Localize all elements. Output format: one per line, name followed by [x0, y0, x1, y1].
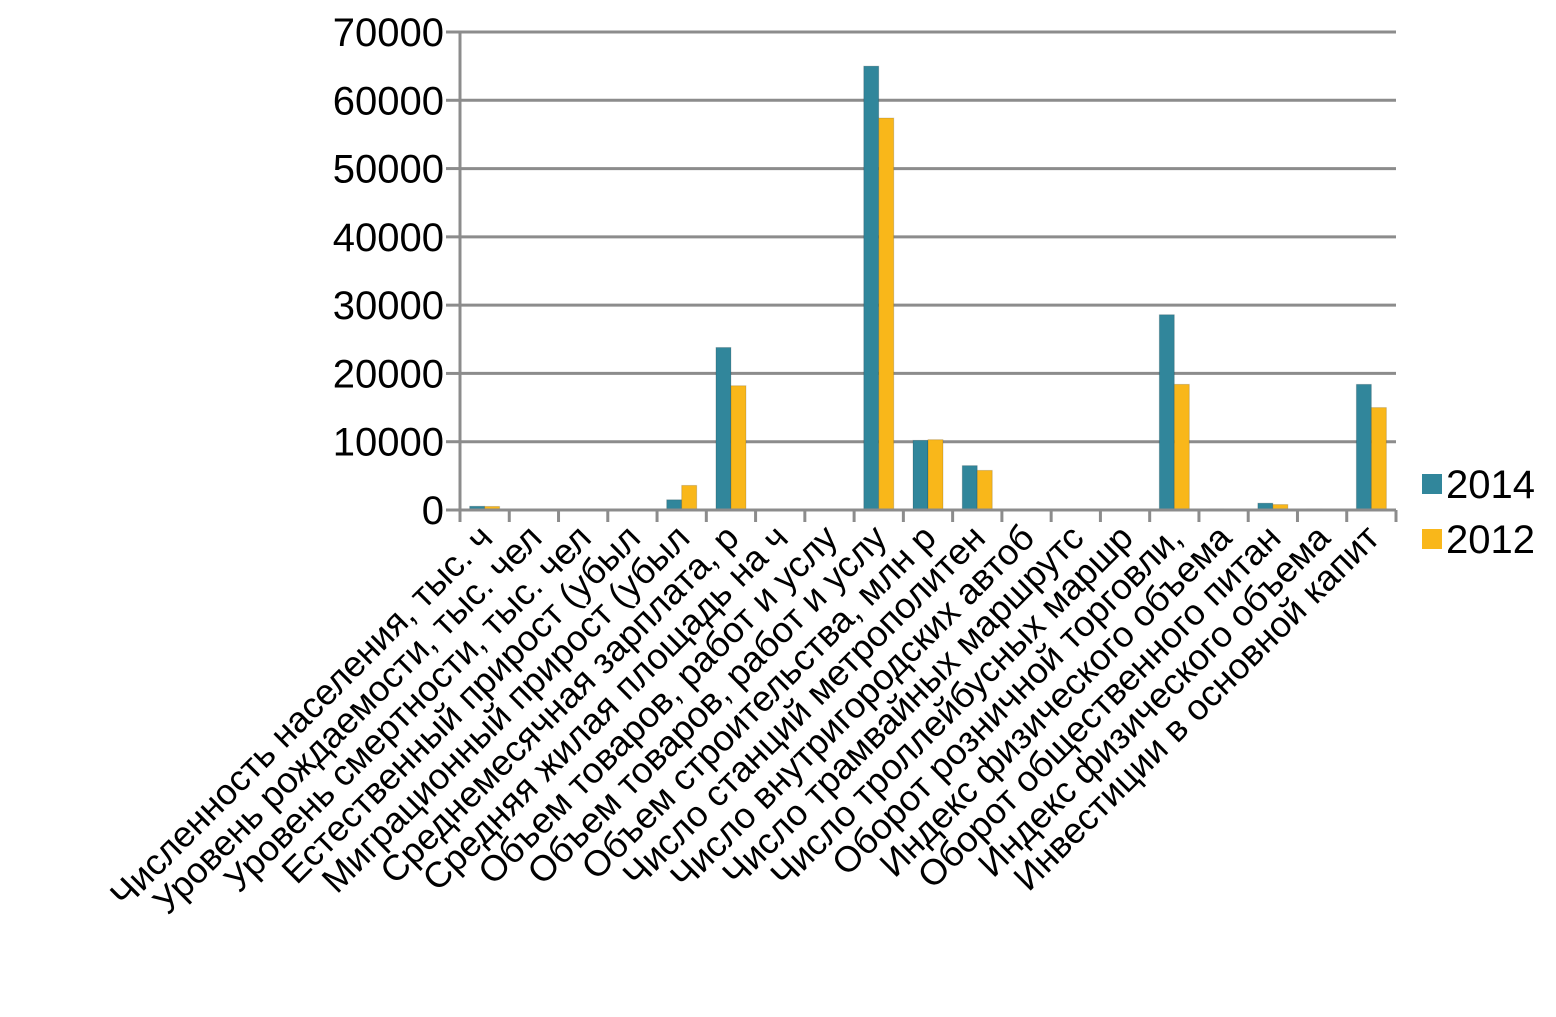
legend-label-2012: 2012 — [1446, 518, 1535, 562]
x-axis — [458, 32, 1398, 522]
bar-2014 — [1158, 314, 1175, 511]
bar-2012 — [1370, 407, 1387, 511]
y-tick-label: 30000 — [333, 284, 444, 328]
bar-2012 — [927, 439, 944, 511]
y-tick-label: 10000 — [333, 421, 444, 465]
bar-2012 — [681, 484, 698, 511]
bar-2014 — [1355, 383, 1372, 511]
bar-2014 — [715, 346, 732, 511]
bar-2012 — [976, 469, 993, 511]
bar-2014 — [912, 439, 929, 511]
bars — [469, 65, 1387, 511]
bar-2012 — [1173, 383, 1190, 511]
y-tick-label: 50000 — [333, 148, 444, 192]
y-tick-label: 40000 — [333, 216, 444, 260]
bar-2014 — [863, 65, 880, 511]
bar-2014 — [961, 465, 978, 511]
y-tick-label: 60000 — [333, 79, 444, 123]
bar-2012 — [730, 385, 747, 511]
legend-swatch-2014 — [1422, 474, 1442, 494]
bar-2012 — [878, 117, 895, 511]
legend-swatch-2012 — [1422, 529, 1442, 549]
y-tick-label: 70000 — [333, 11, 444, 55]
y-tick-label: 0 — [422, 489, 444, 533]
y-tick-label: 20000 — [333, 352, 444, 396]
y-axis-tick-labels: 0 10000 20000 30000 40000 50000 60000 70000 — [333, 11, 444, 533]
gridlines — [446, 30, 1396, 512]
legend-label-2014: 2014 — [1446, 463, 1535, 507]
legend: 2014 2012 — [1422, 463, 1535, 562]
bar-2014 — [666, 499, 683, 511]
